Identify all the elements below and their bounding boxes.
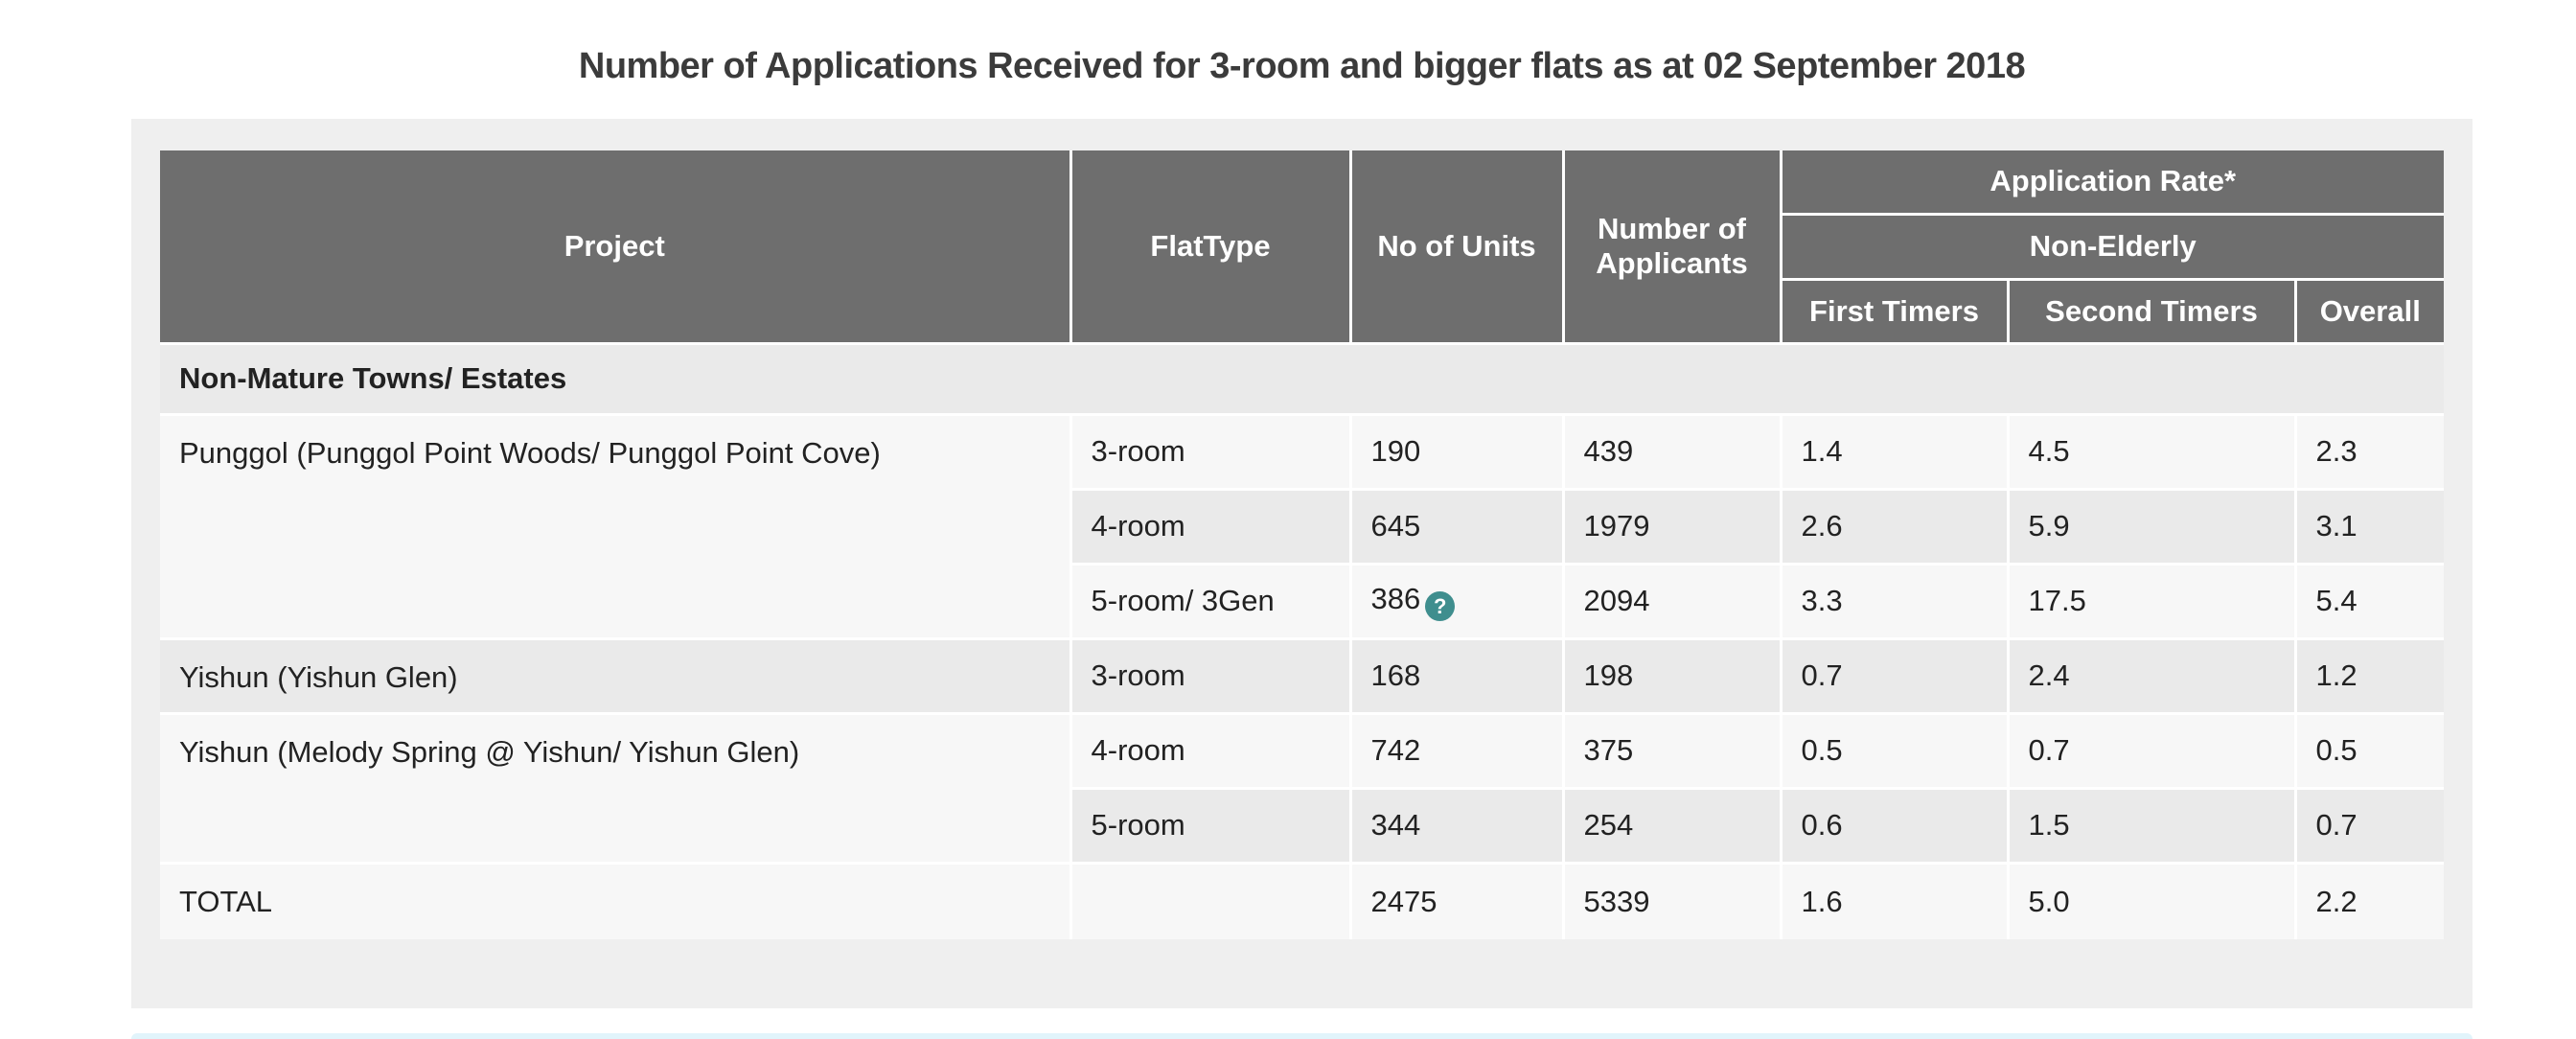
units-value: 386	[1370, 581, 1421, 615]
section-row-non-mature: Non-Mature Towns/ Estates	[158, 341, 2446, 416]
flat-type-cell: 3-room	[1069, 412, 1352, 491]
col-header-second-timers: Second Timers	[2006, 277, 2297, 345]
col-header-first-timers: First Timers	[1779, 277, 2010, 345]
section-label: Non-Mature Towns/ Estates	[158, 341, 2446, 416]
flat-type-cell: 3-room	[1069, 636, 1352, 715]
overall-cell: 5.4	[2293, 562, 2446, 640]
second-timers-cell: 0.7	[2006, 711, 2297, 790]
overall-cell: 2.3	[2293, 412, 2446, 491]
flat-type-cell: 4-room	[1069, 487, 1352, 566]
first-timers-cell: 0.5	[1779, 711, 2010, 790]
second-timers-cell: 1.5	[2006, 786, 2297, 865]
total-row: TOTAL 2475 5339 1.6 5.0 2.2	[158, 861, 2446, 941]
first-timers-cell: 0.6	[1779, 786, 2010, 865]
bottom-panel-edge	[131, 1033, 2472, 1039]
flat-type-cell: 4-room	[1069, 711, 1352, 790]
applicants-cell: 5339	[1561, 861, 1782, 941]
table-row: 5-room/ 3Gen 386? 2094 3.3 17.5 5.4	[160, 562, 2446, 640]
units-cell: 168	[1348, 636, 1565, 715]
page-title: Number of Applications Received for 3-ro…	[578, 46, 2026, 86]
applications-table-container: Project FlatType No of Units Number of A…	[131, 119, 2472, 1008]
table-row: Yishun (Melody Spring @ Yishun/ Yishun G…	[158, 711, 2446, 865]
table-row: 5-room 344 254 0.6 1.5 0.7	[160, 786, 2446, 865]
help-icon[interactable]: ?	[1425, 591, 1456, 622]
flat-type-cell: 5-room/ 3Gen	[1069, 562, 1352, 640]
flat-type-cell: 5-room	[1069, 786, 1352, 865]
overall-cell: 1.2	[2293, 636, 2446, 715]
overall-cell: 0.5	[2293, 711, 2446, 790]
applicants-cell: 254	[1561, 786, 1782, 865]
second-timers-cell: 5.9	[2006, 487, 2297, 566]
applicants-cell: 198	[1561, 636, 1782, 715]
table-row: Yishun (Yishun Glen) 3-room 168 198 0.7 …	[158, 636, 2446, 715]
applicants-cell: 375	[1561, 711, 1782, 790]
overall-cell: 0.7	[2293, 786, 2446, 865]
first-timers-cell: 1.4	[1779, 412, 2010, 491]
units-cell: 645	[1348, 487, 1565, 566]
flat-type-cell	[1069, 861, 1352, 941]
applications-table: Project FlatType No of Units Number of A…	[158, 149, 2446, 941]
first-timers-cell: 1.6	[1779, 861, 2010, 941]
second-timers-cell: 4.5	[2006, 412, 2297, 491]
overall-cell: 3.1	[2293, 487, 2446, 566]
project-cell: Punggol (Punggol Point Woods/ Punggol Po…	[158, 412, 1072, 640]
second-timers-cell: 2.4	[2006, 636, 2297, 715]
col-header-number-of-applicants: Number of Applicants	[1561, 149, 1782, 345]
table-row: 4-room 645 1979 2.6 5.9 3.1	[160, 487, 2446, 566]
col-header-overall: Overall	[2293, 277, 2446, 345]
applicants-cell: 2094	[1561, 562, 1782, 640]
total-label-cell: TOTAL	[158, 861, 1072, 941]
units-cell: 2475	[1348, 861, 1565, 941]
first-timers-cell: 2.6	[1779, 487, 2010, 566]
units-cell: 344	[1348, 786, 1565, 865]
project-cell: Yishun (Melody Spring @ Yishun/ Yishun G…	[158, 711, 1072, 865]
applicants-cell: 1979	[1561, 487, 1782, 566]
col-header-no-of-units: No of Units	[1348, 149, 1565, 345]
second-timers-cell: 5.0	[2006, 861, 2297, 941]
col-header-non-elderly: Non-Elderly	[1779, 212, 2446, 281]
second-timers-cell: 17.5	[2006, 562, 2297, 640]
applicants-cell: 439	[1561, 412, 1782, 491]
col-header-application-rate: Application Rate*	[1779, 149, 2446, 216]
units-cell: 742	[1348, 711, 1565, 790]
table-row: Punggol (Punggol Point Woods/ Punggol Po…	[158, 412, 2446, 640]
first-timers-cell: 0.7	[1779, 636, 2010, 715]
overall-cell: 2.2	[2293, 861, 2446, 941]
project-cell: Yishun (Yishun Glen)	[158, 636, 1072, 715]
col-header-project: Project	[158, 149, 1072, 345]
col-header-flat-type: FlatType	[1069, 149, 1352, 345]
units-cell: 190	[1348, 412, 1565, 491]
units-cell: 386?	[1348, 562, 1565, 640]
first-timers-cell: 3.3	[1779, 562, 2010, 640]
